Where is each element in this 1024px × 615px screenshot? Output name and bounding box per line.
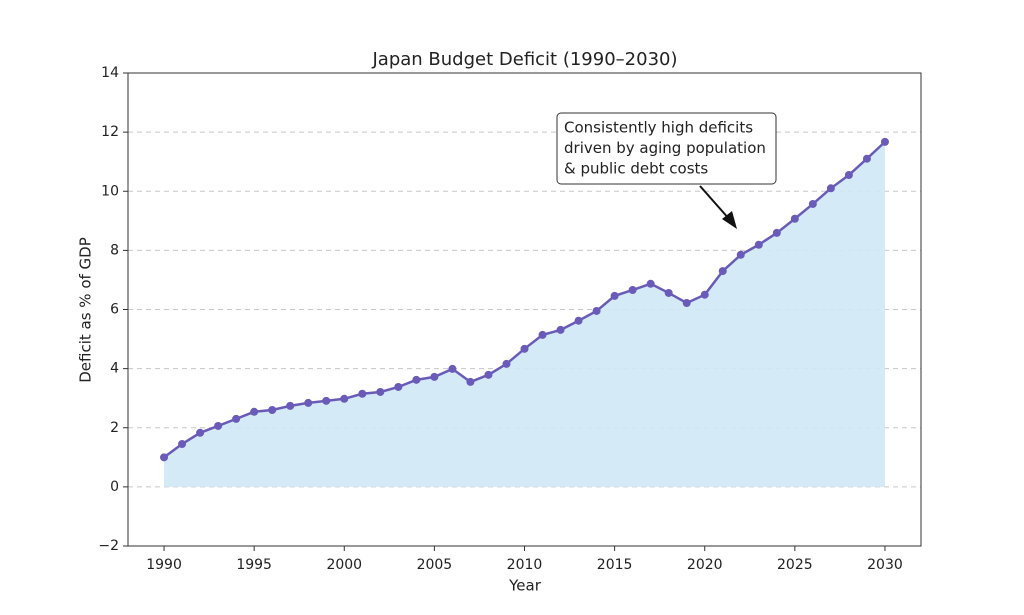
marker [826,184,835,193]
y-tick-label: 0 [110,479,119,495]
y-tick-label: 4 [110,361,119,377]
marker [520,344,529,353]
annotation-text: Consistently high deficits [564,119,753,137]
y-tick-label: −2 [98,538,119,554]
marker [448,364,457,373]
marker [736,250,745,259]
x-tick-label: 2005 [417,557,453,573]
marker [304,398,313,407]
marker [790,214,799,223]
x-tick-label: 2015 [597,557,633,573]
area [164,141,885,487]
chart-title: Japan Budget Deficit (1990–2030) [372,49,678,70]
marker [466,377,475,386]
annotation-box [556,112,777,185]
marker [250,407,259,416]
marker [664,288,673,297]
marker [628,285,637,294]
marker [358,389,367,398]
marker [808,199,817,208]
marker [394,382,403,391]
marker [502,359,511,368]
marker [322,396,331,405]
x-tick-label: 2020 [687,557,723,573]
plot-frame [127,72,922,547]
annotation-arrow [699,185,731,221]
x-axis-label: Year [508,577,542,595]
marker [862,154,871,163]
marker [700,290,709,299]
y-tick-label: 14 [101,65,119,81]
x-tick-label: 2030 [867,557,903,573]
marker [610,291,619,300]
marker [844,170,853,179]
x-tick-label: 2000 [326,557,362,573]
marker [340,394,349,403]
marker [196,428,205,437]
annotation-arrowhead [722,211,737,229]
x-tick-label: 1995 [236,557,272,573]
marker [376,387,385,396]
marker [412,375,421,384]
marker [286,401,295,410]
x-tick-label: 2025 [777,557,813,573]
y-tick-label: 6 [110,302,119,318]
marker [574,316,583,325]
marker [646,279,655,288]
y-tick-label: 8 [110,242,119,258]
y-tick-label: 2 [110,420,119,436]
annotation-text: driven by aging population [564,139,766,157]
marker [556,325,565,334]
marker [772,228,781,237]
marker [178,440,187,449]
x-tick-label: 1990 [146,557,182,573]
marker [232,414,241,423]
marker [538,330,547,339]
marker [880,137,889,146]
marker [718,267,727,276]
marker [592,306,601,315]
marker [682,298,691,307]
marker [430,372,439,381]
annotation-text: & public debt costs [564,160,708,178]
marker [268,406,277,415]
marker [214,421,223,430]
y-axis-label: Deficit as % of GDP [77,237,95,383]
marker [160,453,169,462]
marker [484,370,493,379]
y-tick-label: 12 [101,124,119,140]
y-tick-label: 10 [101,183,119,199]
marker [754,240,763,249]
x-tick-label: 2010 [507,557,543,573]
